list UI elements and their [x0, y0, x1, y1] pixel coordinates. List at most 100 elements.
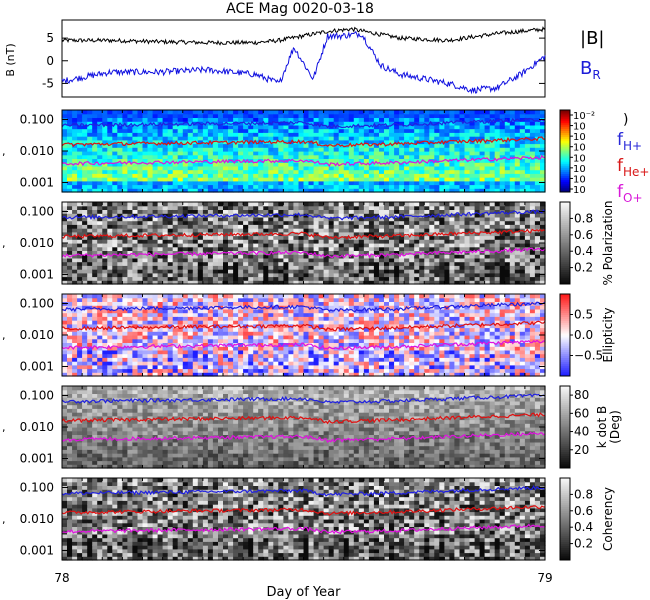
cell	[358, 136, 365, 141]
colorbar-step	[560, 232, 570, 236]
cell	[142, 139, 149, 145]
cell	[288, 113, 294, 118]
cell	[87, 335, 93, 340]
cell	[529, 276, 536, 281]
cell	[132, 209, 138, 214]
cell	[444, 265, 450, 270]
cell	[258, 276, 264, 281]
cell	[404, 228, 410, 233]
cell	[474, 188, 481, 193]
cell	[223, 110, 229, 115]
cell	[303, 280, 310, 285]
cell	[122, 239, 128, 244]
cell	[67, 143, 73, 148]
cell	[132, 342, 138, 347]
cell	[258, 124, 264, 130]
cell	[147, 269, 154, 274]
cell	[534, 147, 541, 152]
cell	[384, 139, 390, 145]
cell	[253, 180, 259, 186]
cell	[353, 136, 360, 141]
cell	[202, 239, 209, 244]
cell	[97, 331, 103, 336]
cell	[303, 246, 310, 251]
cell	[313, 132, 320, 137]
cell	[187, 177, 194, 182]
cell	[62, 177, 68, 182]
cell	[534, 169, 541, 174]
cell	[167, 139, 174, 145]
cell	[313, 188, 320, 193]
cell	[474, 121, 481, 126]
cell	[218, 165, 224, 171]
cell	[283, 113, 289, 118]
cell	[348, 243, 355, 248]
cell	[162, 231, 169, 237]
cell	[107, 124, 113, 130]
cell	[82, 364, 88, 370]
cell	[343, 228, 350, 233]
cell	[494, 128, 501, 133]
cell	[142, 124, 149, 130]
cell	[92, 364, 98, 370]
cell	[534, 121, 541, 126]
cell	[409, 257, 415, 263]
cell	[328, 162, 335, 167]
cell	[67, 180, 73, 186]
cell	[263, 128, 269, 133]
cell	[167, 205, 174, 210]
cell	[77, 173, 83, 178]
cell	[449, 169, 455, 174]
cell	[172, 117, 179, 122]
cell	[167, 316, 174, 321]
cell	[102, 294, 108, 299]
cell	[288, 224, 294, 229]
cell	[97, 147, 103, 152]
cell	[298, 165, 305, 171]
cell	[343, 173, 350, 178]
cell	[323, 205, 330, 210]
cell	[469, 113, 476, 118]
cell	[283, 231, 289, 237]
cell	[524, 124, 531, 130]
cell	[177, 305, 184, 310]
cell	[540, 216, 546, 222]
cell	[444, 173, 450, 178]
cell	[469, 136, 476, 141]
cell	[363, 128, 370, 133]
cell	[379, 269, 385, 274]
cell	[197, 165, 204, 171]
cell	[127, 280, 133, 285]
cell	[288, 272, 294, 278]
cell	[117, 243, 123, 248]
cell	[87, 261, 93, 266]
cell	[399, 121, 405, 126]
cell	[298, 113, 305, 118]
cell	[509, 261, 516, 266]
cell	[67, 357, 73, 362]
cell	[102, 143, 108, 148]
cell	[328, 239, 335, 244]
cell	[278, 136, 284, 141]
cell	[479, 121, 486, 126]
cell	[97, 297, 103, 302]
cell	[192, 209, 199, 214]
cell	[479, 162, 486, 167]
cell	[102, 272, 108, 278]
cell	[313, 158, 320, 163]
cell	[484, 158, 491, 163]
cell	[137, 162, 144, 167]
cell	[509, 250, 516, 255]
cell	[389, 265, 395, 270]
cell	[137, 143, 144, 148]
cell	[348, 169, 355, 174]
colorbar-step	[560, 247, 570, 250]
cell	[308, 117, 315, 122]
cell	[122, 342, 128, 347]
cell	[278, 235, 284, 240]
cell	[484, 132, 491, 137]
cell	[223, 117, 229, 122]
cell	[172, 173, 179, 178]
cell	[524, 162, 531, 167]
cell	[67, 117, 73, 122]
